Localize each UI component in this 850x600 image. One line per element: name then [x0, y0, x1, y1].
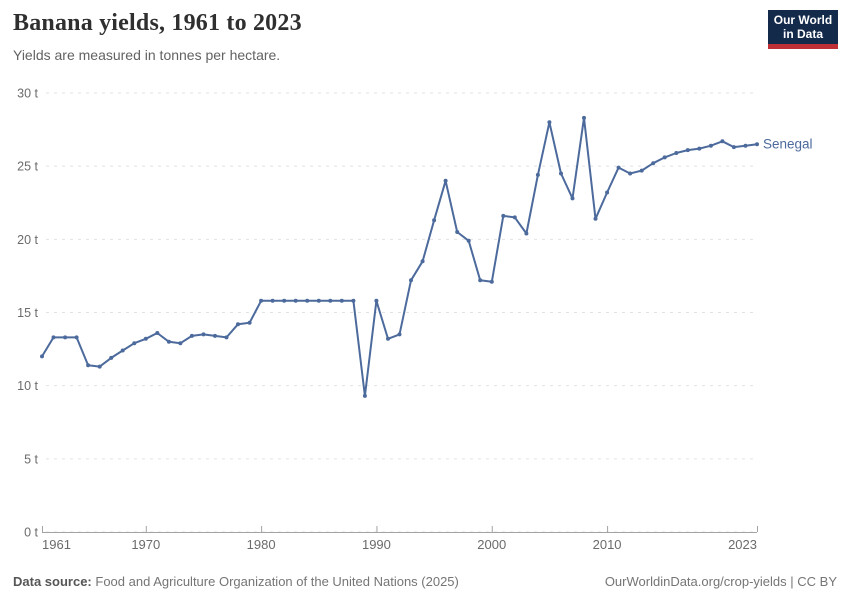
data-point-marker	[524, 231, 529, 236]
data-point-marker	[674, 151, 679, 155]
x-axis-tick-label: 1970	[131, 537, 160, 552]
data-point-marker	[720, 139, 725, 144]
data-point-marker	[616, 165, 621, 170]
data-point-marker	[708, 143, 713, 148]
data-point-marker	[143, 336, 148, 341]
data-point-marker	[178, 341, 183, 346]
data-point-marker	[547, 120, 552, 125]
data-point-marker	[432, 218, 437, 223]
data-point-marker	[559, 171, 563, 176]
series-entity-label[interactable]: Senegal	[763, 137, 813, 152]
x-axis-tick-label: 1990	[362, 537, 391, 552]
y-axis-tick-label: 5 t	[24, 452, 38, 466]
x-axis-tick-label: 2010	[593, 537, 622, 552]
data-point-marker	[259, 298, 264, 303]
data-point-marker	[535, 172, 540, 177]
x-axis-tick-label: 2000	[477, 537, 506, 552]
data-point-marker	[201, 332, 206, 337]
data-point-marker	[605, 190, 610, 195]
logo-line2: in Data	[782, 27, 823, 41]
data-point-marker	[51, 335, 56, 340]
footer-license[interactable]: CC BY	[797, 574, 837, 589]
data-point-marker	[466, 238, 471, 243]
data-point-marker	[132, 341, 137, 346]
data-point-marker	[593, 216, 598, 221]
data-point-marker	[489, 279, 494, 284]
data-point-marker	[639, 168, 644, 173]
data-point-marker	[420, 259, 425, 264]
data-point-marker	[86, 363, 91, 368]
data-point-marker	[374, 298, 379, 303]
data-point-marker	[247, 320, 252, 325]
data-point-marker	[570, 196, 575, 201]
data-point-marker	[74, 335, 79, 340]
data-source-label: Data source:	[13, 574, 92, 589]
data-point-marker	[351, 298, 356, 303]
data-point-marker	[731, 145, 736, 150]
data-source-text: Food and Agriculture Organization of the…	[95, 574, 459, 589]
y-axis-tick-label: 20 t	[17, 233, 38, 247]
banana-yields-line-chart: 0 t 5 t 10 t 15 t 20 t 25 t 30 t 1961 1970 1980 19…	[17, 87, 813, 553]
data-point-marker	[512, 215, 517, 220]
data-point-marker	[455, 230, 460, 234]
data-point-marker	[582, 115, 586, 120]
data-point-marker	[443, 178, 448, 183]
series-line-senegal[interactable]	[41, 116, 758, 397]
data-point-marker	[755, 142, 759, 147]
data-point-marker	[120, 348, 125, 353]
data-point-marker	[224, 335, 229, 340]
x-axis-tick-label: 2023	[728, 537, 757, 552]
data-point-marker	[166, 339, 171, 344]
owid-logo: Our World in Data	[768, 10, 838, 49]
data-point-marker	[685, 148, 690, 153]
data-point-marker	[293, 298, 298, 303]
data-point-marker	[628, 171, 633, 176]
data-point-marker	[339, 298, 344, 303]
data-point-marker	[189, 333, 194, 338]
data-point-marker	[478, 278, 483, 283]
footer-separator: |	[786, 574, 798, 589]
data-point-marker	[63, 335, 68, 340]
chart-subtitle: Yields are measured in tonnes per hectar…	[13, 47, 281, 63]
y-axis-tick-label: 15 t	[17, 306, 38, 320]
x-axis-tick-label: 1980	[247, 537, 276, 552]
data-point-marker	[662, 155, 667, 160]
logo-line1: Our World	[773, 13, 833, 27]
data-point-marker	[362, 393, 367, 398]
data-point-marker	[697, 146, 702, 151]
data-point-marker	[109, 355, 114, 360]
chart-title: Banana yields, 1961 to 2023	[13, 10, 302, 36]
data-point-marker	[97, 364, 102, 369]
footer-url[interactable]: OurWorldinData.org/crop-yields	[604, 574, 787, 589]
data-point-marker	[270, 298, 275, 303]
data-point-marker	[743, 143, 748, 148]
data-point-marker	[282, 298, 287, 303]
footer-links[interactable]: OurWorldinData.org/crop-yields | CC BY	[605, 574, 837, 589]
y-axis-tick-label: 10 t	[17, 379, 38, 393]
data-point-marker	[651, 161, 656, 166]
data-point-marker	[40, 354, 44, 359]
x-axis-tick-label: 1961	[42, 537, 71, 552]
y-axis-tick-label: 30 t	[17, 87, 38, 101]
data-point-marker	[316, 298, 321, 303]
data-point-marker	[328, 298, 333, 303]
data-point-marker	[213, 333, 217, 338]
chart-footer: Data source: Food and Agriculture Organi…	[13, 574, 837, 589]
data-point-marker	[397, 332, 402, 337]
data-point-marker	[236, 322, 240, 327]
data-point-marker	[501, 213, 506, 218]
y-axis-tick-label: 25 t	[17, 160, 38, 174]
data-point-marker	[409, 278, 413, 283]
y-axis-tick-label: 0 t	[24, 526, 38, 540]
data-source: Data source: Food and Agriculture Organi…	[13, 574, 459, 589]
data-point-marker	[305, 298, 310, 303]
data-point-marker	[155, 331, 160, 335]
data-point-marker	[386, 336, 390, 341]
